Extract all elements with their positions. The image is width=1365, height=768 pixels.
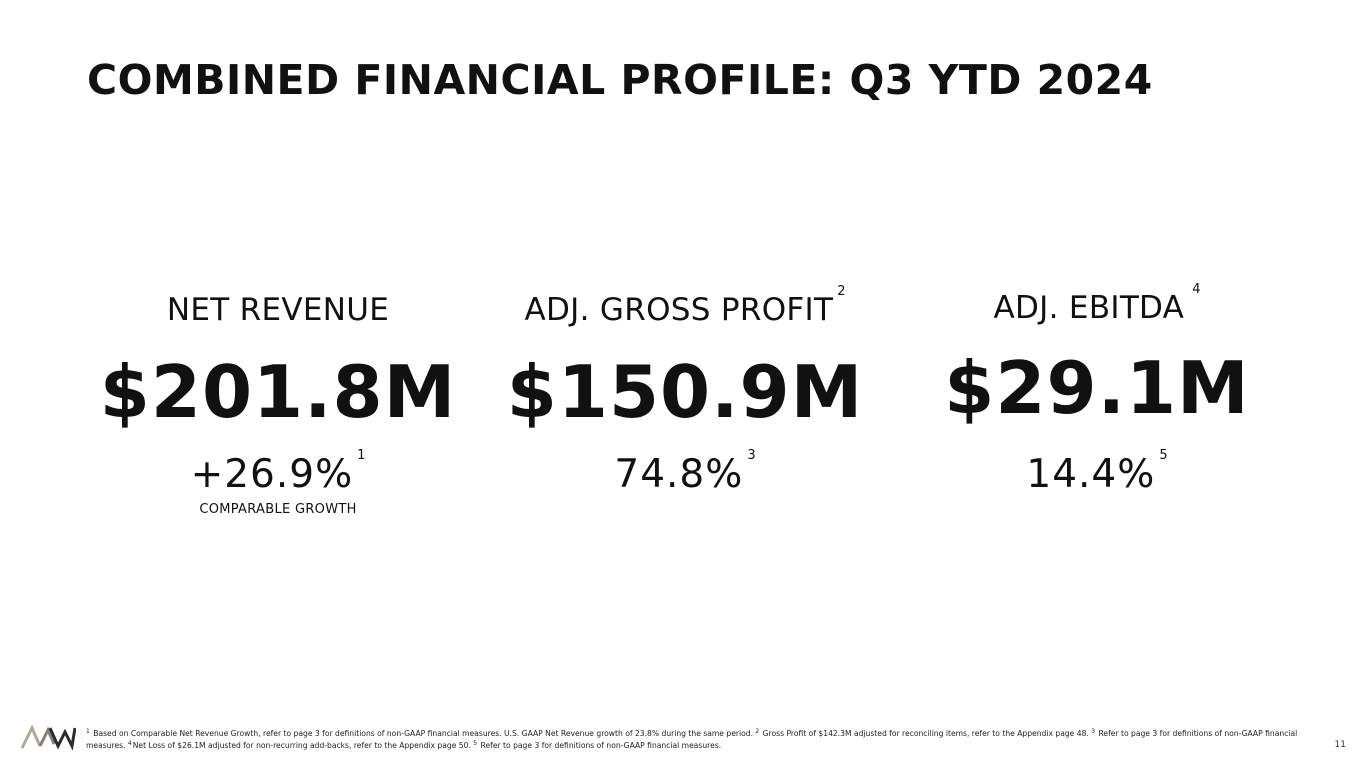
metric-label-text: NET REVENUE	[166, 292, 390, 328]
footnote-text: Gross Profit of $142.3M adjusted for rec…	[760, 729, 1092, 738]
metric-adj-gross-profit: ADJ. GROSS PROFIT2 $150.9M 74.8% 3	[500, 280, 870, 530]
footnote-number: 3	[1091, 728, 1096, 735]
metric-label: NET REVENUE	[88, 292, 468, 328]
metric-sub-text: 14.4%	[1026, 452, 1156, 497]
metric-sub-text: +26.9%	[190, 452, 354, 497]
metric-sub: +26.9% 1	[88, 448, 468, 497]
footnote-ref: 2	[837, 284, 846, 299]
footnote-number: 4	[127, 740, 132, 747]
footnote-ref: 1	[357, 448, 366, 463]
footnote-number: 2	[755, 728, 760, 735]
footnote-text: Refer to page 3 for definitions of non-G…	[86, 729, 1298, 750]
metric-label-text: ADJ. GROSS PROFIT	[524, 292, 834, 328]
metric-sub-text: 74.8%	[614, 452, 744, 497]
metric-note: COMPARABLE GROWTH	[199, 502, 357, 517]
metric-sub: 14.4% 5	[912, 448, 1282, 497]
metric-label-text: ADJ. EBITDA	[993, 290, 1185, 326]
metric-value: $29.1M	[944, 346, 1250, 430]
metric-adj-ebitda: ADJ. EBITDA 4 $29.1M 14.4% 5	[912, 278, 1282, 528]
footnote-text: Refer to page 3 for definitions of non-G…	[478, 741, 722, 750]
company-logo-icon	[20, 724, 76, 750]
footnote-number: 1	[86, 728, 90, 735]
metric-label: ADJ. GROSS PROFIT2	[500, 284, 870, 328]
footnote-number: 5	[473, 740, 478, 747]
footnote-text: Based on Comparable Net Revenue Growth, …	[90, 729, 756, 738]
footnote-ref: 4	[1192, 282, 1201, 297]
metric-value: $201.8M	[99, 350, 457, 434]
footnote: 1 Based on Comparable Net Revenue Growth…	[86, 728, 1298, 752]
footnote-text: Net Loss of $26.1M adjusted for non-recu…	[132, 741, 474, 750]
metric-sub: 74.8% 3	[500, 448, 870, 497]
metric-value: $150.9M	[506, 350, 864, 434]
slide-title: COMBINED FINANCIAL PROFILE: Q3 YTD 2024	[87, 56, 1153, 104]
footnote-ref: 5	[1159, 448, 1168, 463]
footnote-ref: 3	[747, 448, 756, 463]
metric-label: ADJ. EBITDA 4	[912, 282, 1282, 326]
metric-net-revenue: NET REVENUE $201.8M +26.9% 1 COMPARABLE G…	[88, 280, 468, 530]
page-number: 11	[1334, 740, 1346, 750]
